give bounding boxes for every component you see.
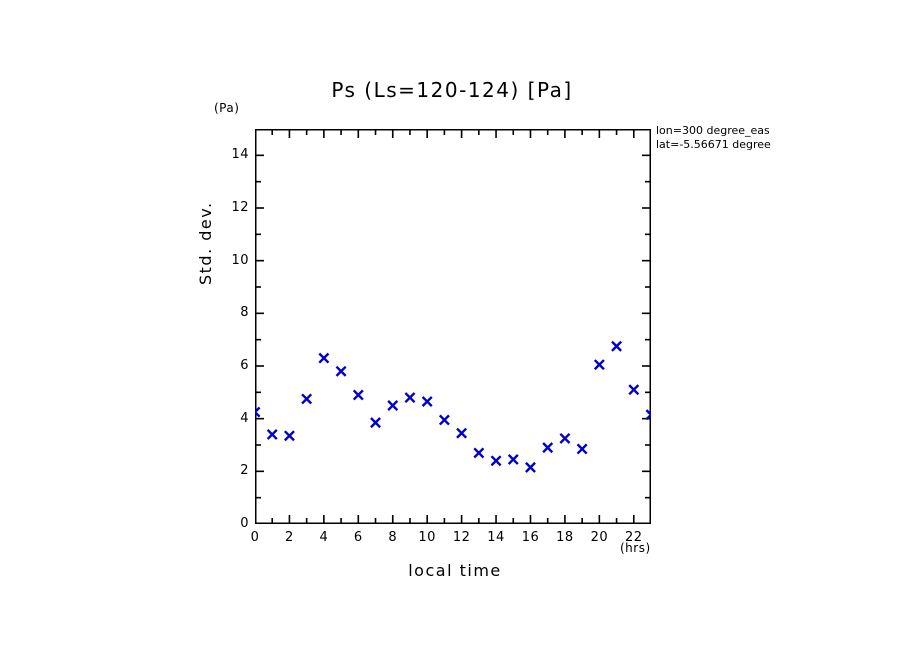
data-point bbox=[559, 432, 571, 444]
data-point bbox=[370, 417, 381, 429]
data-point bbox=[352, 389, 364, 401]
data-point bbox=[628, 384, 640, 396]
data-point bbox=[387, 400, 399, 411]
data-point bbox=[404, 392, 416, 404]
x-tick-label: 14 bbox=[487, 530, 505, 545]
y-tick-label: 14 bbox=[231, 147, 249, 163]
y-tick-label: 12 bbox=[231, 200, 249, 215]
data-point bbox=[542, 442, 554, 454]
data-point bbox=[318, 352, 330, 364]
annotation-latitude: lat=-5.56671 degree bbox=[656, 138, 771, 151]
chart-title: Ps (Ls=120-124) [Pa] bbox=[331, 78, 573, 102]
data-point bbox=[490, 455, 502, 467]
data-point bbox=[301, 393, 313, 405]
x-tick-label: 16 bbox=[521, 530, 540, 545]
data-point bbox=[611, 340, 623, 352]
y-tick-label: 2 bbox=[240, 463, 249, 479]
x-tick-label: 18 bbox=[556, 530, 574, 545]
plot-area bbox=[255, 129, 651, 524]
data-point bbox=[283, 430, 295, 442]
annotation-longitude: lon=300 degree_eas bbox=[656, 124, 770, 137]
y-tick-label: 4 bbox=[240, 410, 249, 426]
data-point bbox=[473, 447, 485, 459]
data-point bbox=[576, 443, 588, 455]
y-axis-unit-label: (Pa) bbox=[214, 101, 240, 115]
data-point bbox=[507, 454, 519, 465]
y-tick-label: 6 bbox=[240, 358, 249, 373]
y-tick-label: 10 bbox=[231, 252, 249, 268]
x-tick-label: 8 bbox=[388, 530, 398, 545]
y-tick-label: 8 bbox=[240, 305, 249, 321]
data-series bbox=[255, 340, 651, 473]
data-point bbox=[645, 409, 651, 421]
data-point bbox=[335, 365, 347, 377]
y-tick-label: 0 bbox=[240, 516, 249, 531]
x-tick-label: 12 bbox=[452, 530, 471, 545]
data-point bbox=[438, 414, 450, 426]
plot-svg bbox=[255, 129, 651, 524]
data-point bbox=[421, 396, 433, 407]
x-tick-label: 2 bbox=[285, 530, 294, 545]
x-axis-title: local time bbox=[408, 561, 502, 580]
x-tick-label: 10 bbox=[418, 530, 436, 545]
data-point bbox=[266, 429, 278, 440]
x-tick-label: 6 bbox=[353, 530, 363, 545]
data-point bbox=[255, 406, 261, 418]
x-tick-label: 4 bbox=[319, 530, 329, 545]
x-tick-label: 20 bbox=[590, 530, 609, 545]
data-point bbox=[456, 427, 468, 439]
x-axis-unit-label: (hrs) bbox=[620, 541, 651, 555]
data-point bbox=[525, 461, 536, 473]
metadata-annotations: lon=300 degree_eas lat=-5.56671 degree bbox=[656, 124, 904, 152]
x-tick-label: 22 bbox=[625, 530, 643, 545]
x-tick-label: 0 bbox=[250, 530, 260, 545]
data-point bbox=[593, 359, 605, 371]
